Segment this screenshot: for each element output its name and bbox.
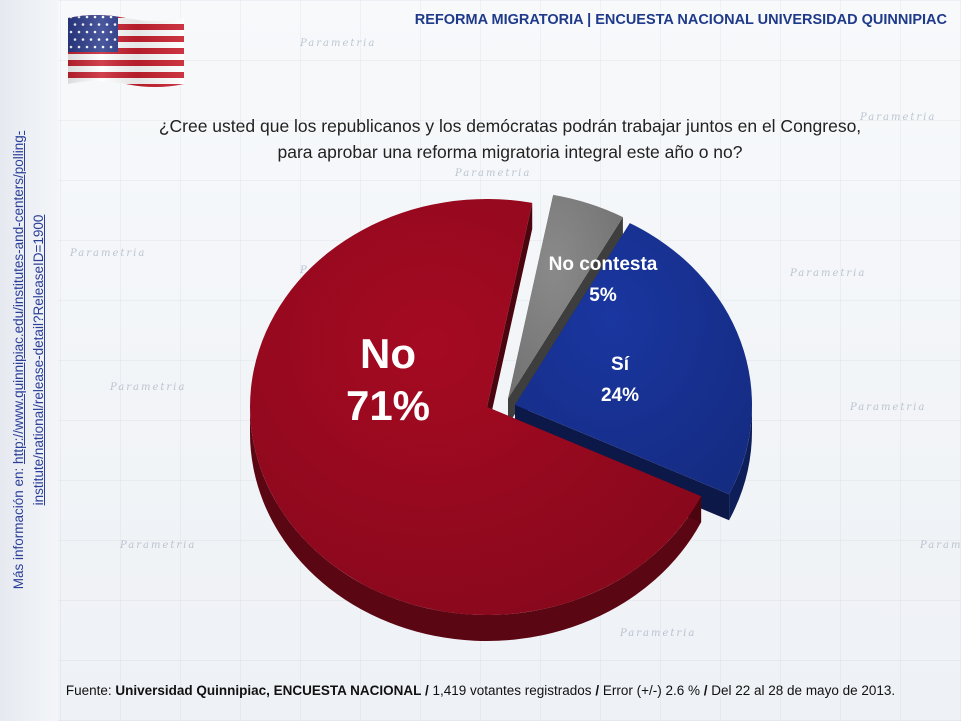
watermark-text: Parametria <box>110 382 187 393</box>
watermark-text: Parametria <box>620 628 697 639</box>
watermark-text: Parametria <box>850 402 927 413</box>
footer-dates: Del 22 al 28 de mayo de 2013. <box>711 683 896 698</box>
footer-sep-3: / <box>699 683 712 698</box>
watermark-text: Parametria <box>920 540 961 551</box>
pie-slice-no <box>249 198 702 616</box>
pie-labels: No 71% Sí 24% No contesta 5% <box>346 254 658 429</box>
pie-tops <box>249 194 752 616</box>
footer-sample: 1,419 votantes registrados <box>432 683 592 698</box>
page-header: REFORMA MIGRATORIA | ENCUESTA NACIONAL U… <box>414 12 947 28</box>
watermark-text: Parametria <box>300 38 377 49</box>
watermark-text: Parametria <box>120 540 197 551</box>
slice-value-no: 71% <box>346 382 430 429</box>
question-line-2: para aprobar una reforma migratoria inte… <box>277 142 743 162</box>
us-flag-icon <box>68 15 184 87</box>
footer-sep-1: / <box>421 683 433 698</box>
watermark-text: Parametria <box>70 248 147 259</box>
footer-error: Error (+/-) 2.6 % <box>602 683 700 698</box>
footer-source: Fuente: Universidad Quinnipiac, ENCUESTA… <box>0 683 961 698</box>
footer-source-name: Universidad Quinnipiac, ENCUESTA NACIONA… <box>115 683 422 698</box>
slice-value-sí: 24% <box>601 385 639 406</box>
watermark-text: Parametria <box>860 112 937 123</box>
slice-label-no-contesta: No contesta <box>549 254 658 275</box>
pie-slice-no-contesta <box>508 194 623 399</box>
pie-edge-no <box>487 202 533 433</box>
pie-side-sí <box>729 405 752 521</box>
watermark-text: Parametria <box>455 168 532 179</box>
question-line-1: ¿Cree usted que los republicanos y los d… <box>158 116 862 136</box>
footer-prefix: Fuente: <box>65 683 116 698</box>
footer-sep-2: / <box>591 683 603 698</box>
slice-label-sí: Sí <box>611 354 630 375</box>
slice-label-no: No <box>360 330 416 377</box>
survey-question: ¿Cree usted que los republicanos y los d… <box>60 113 960 165</box>
side-bar <box>0 0 58 721</box>
watermark-text: Parametria <box>790 268 867 279</box>
pie-slice-sí <box>515 223 752 495</box>
slice-value-no-contesta: 5% <box>589 285 617 306</box>
